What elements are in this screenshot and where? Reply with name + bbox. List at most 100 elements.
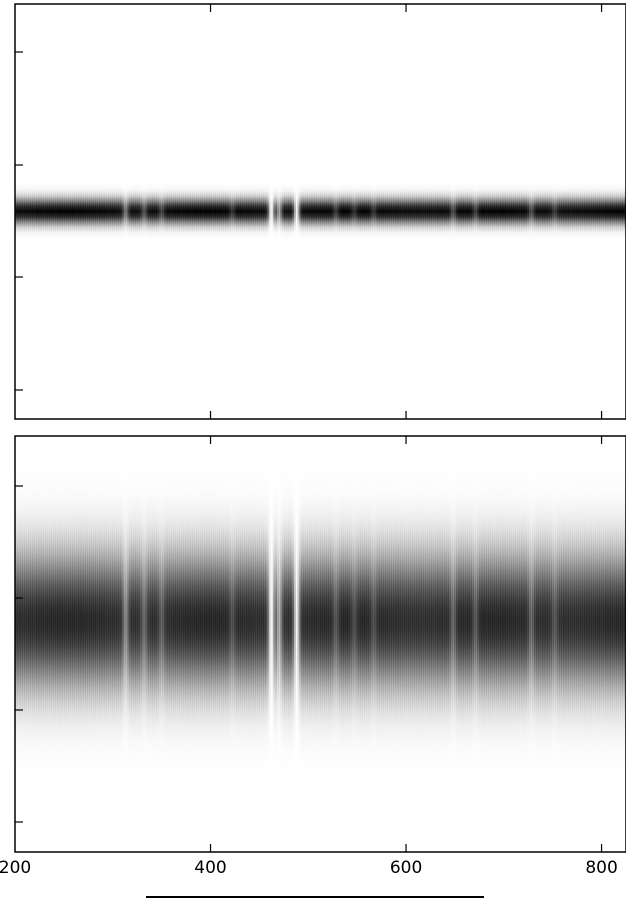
spectrum-column (482, 436, 486, 852)
spectrum-column (417, 4, 421, 419)
spectrum-column (43, 4, 46, 419)
spectrum-column (339, 4, 342, 419)
spectrum-column (259, 436, 262, 852)
spectrum-column (345, 436, 348, 852)
spectrum-column (165, 4, 169, 419)
spectrum-column (330, 436, 333, 852)
spectrum-column (238, 436, 241, 852)
spectrum-column (326, 436, 329, 852)
spectrum-column (585, 436, 589, 852)
spectrum-column (370, 436, 373, 852)
spectrum-column (37, 4, 41, 419)
spectrum-column (270, 436, 274, 852)
spectrum-column (568, 4, 571, 419)
spectrum-column (47, 4, 50, 419)
spectrum-column (125, 436, 128, 852)
spectrum-column (564, 436, 568, 852)
spectrum-column (406, 4, 409, 419)
spectrum-column (87, 4, 90, 419)
spectrum-column (15, 436, 18, 852)
spectrum-column (228, 4, 232, 419)
spectrum-column (393, 4, 396, 419)
spectrum-column (225, 436, 228, 852)
spectrum-column (299, 436, 302, 852)
spectrum-column (226, 4, 230, 419)
spectrum-column (230, 436, 233, 852)
spectrum-column (534, 436, 537, 852)
spectrum-column (576, 4, 579, 419)
spectrum-column (118, 4, 121, 419)
spectrum-column (501, 436, 505, 852)
spectrum-column (257, 436, 260, 852)
spectrum-column (314, 436, 317, 852)
spectrum-column (446, 436, 449, 852)
spectrum-column (532, 436, 535, 852)
spectrum-column (331, 4, 335, 419)
spectrum-column (564, 4, 568, 419)
spectrum-column (106, 436, 109, 852)
spectrum-column (226, 436, 230, 852)
spectrum-column (475, 436, 478, 852)
spectrum-column (284, 436, 287, 852)
spectrum-column (120, 436, 123, 852)
spectrum-column (431, 436, 434, 852)
axes-frame (14, 3, 626, 420)
spectrum-column (364, 436, 367, 852)
spectrum-column (270, 4, 274, 419)
spectrum-column (102, 436, 106, 852)
spectrum-column (110, 4, 113, 419)
spectrum-column (303, 4, 306, 419)
spectrum-column (438, 436, 442, 852)
spectrum-column (477, 436, 480, 852)
spectrum-column (496, 436, 499, 852)
spectrum-column (129, 4, 132, 419)
spectrum-column (307, 4, 310, 419)
spectrum-column (108, 436, 111, 852)
spectrum-column (440, 4, 443, 419)
spectrum-column (410, 4, 413, 419)
spectrum-column (473, 436, 476, 852)
spectrum-column (377, 4, 380, 419)
spectrum-column (562, 4, 566, 419)
spectrum-column (440, 436, 443, 852)
spectrum-column (511, 4, 514, 419)
spectrum-column (457, 4, 461, 419)
spectrum-column (622, 4, 625, 419)
spectrum-column (465, 4, 468, 419)
spectrum-column (429, 436, 432, 852)
spectrum-column (324, 4, 327, 419)
spectrum-column (72, 4, 75, 419)
spectrum-column (28, 436, 31, 852)
spectrum-column (402, 436, 405, 852)
spectrum-column (70, 4, 73, 419)
spectrum-column (549, 4, 552, 419)
spectrum-column (494, 4, 497, 419)
spectrum-column (200, 4, 203, 419)
spectrum-column (188, 436, 191, 852)
spectrum-column (200, 436, 203, 852)
spectrum-column (32, 4, 35, 419)
spectrum-column (320, 436, 323, 852)
spectrum-column (24, 4, 27, 419)
spectrum-column (190, 4, 193, 419)
spectrum-column (309, 4, 312, 419)
spectrum-column (461, 436, 464, 852)
spectrum-column (551, 436, 554, 852)
spectrum-column (154, 4, 157, 419)
spectrum-column (43, 436, 46, 852)
spectrum-column (137, 436, 140, 852)
spectrum-column (286, 436, 289, 852)
spectrum-column (221, 4, 224, 419)
spectrum-column (53, 436, 56, 852)
spectrum-column (30, 436, 33, 852)
spectrum-column (351, 4, 354, 419)
spectrum-column (39, 436, 43, 852)
spectrum-column (284, 4, 287, 419)
spectrum-column (156, 4, 159, 419)
spectrum-column (459, 4, 463, 419)
spectrum-column (347, 4, 350, 419)
spectrum-column (22, 4, 25, 419)
spectrum-column (530, 436, 533, 852)
spectrum-column (589, 4, 592, 419)
spectrum-column (582, 436, 585, 852)
